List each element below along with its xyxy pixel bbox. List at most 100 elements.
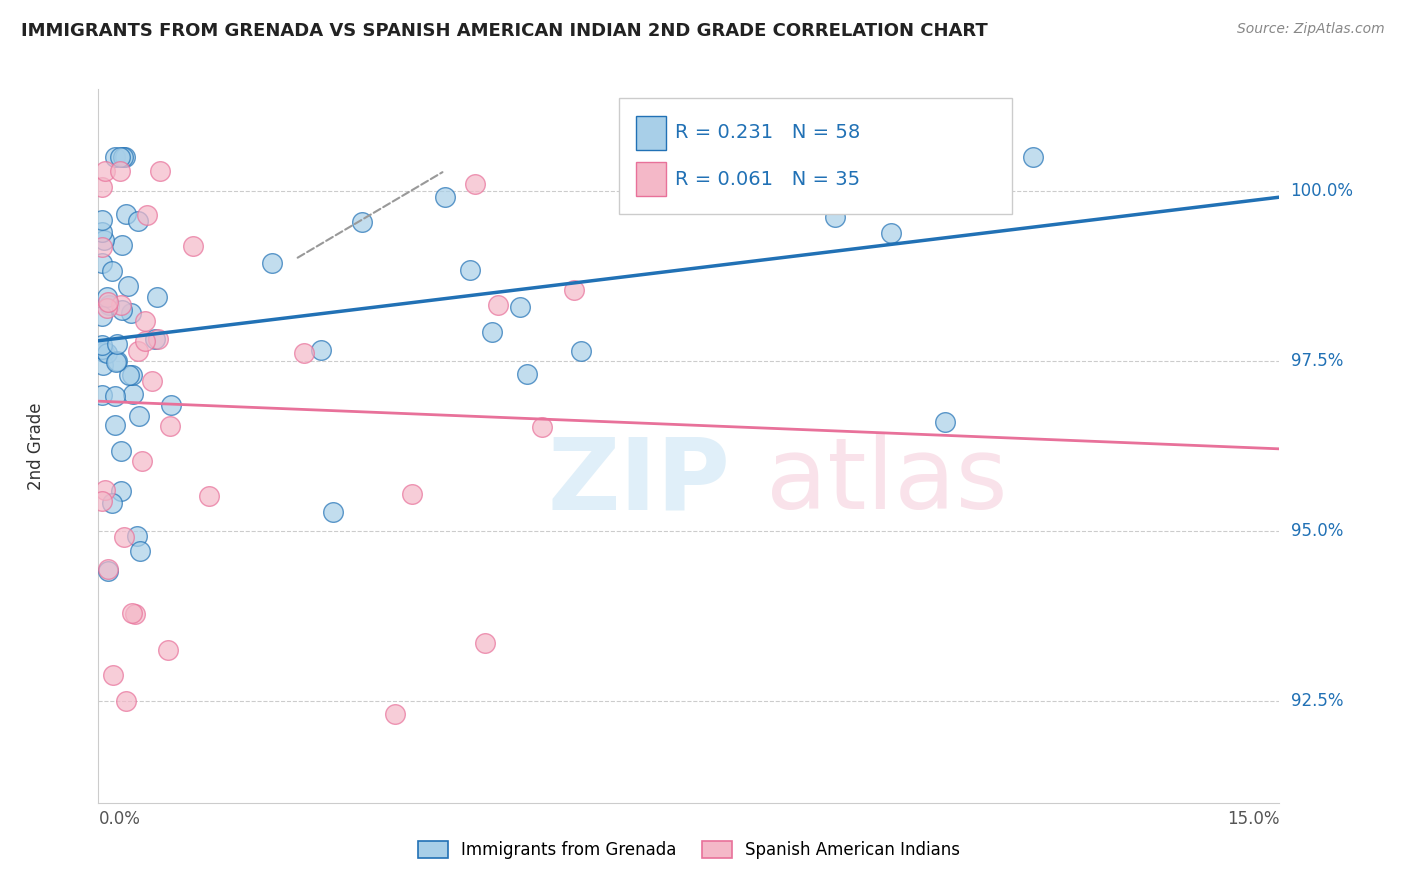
Point (134, 334, 156, 348)
Point (880, 226, 903, 240)
Point (117, 368, 139, 383)
Point (104, 388, 127, 402)
Point (352, 215, 374, 229)
Point (104, 417, 127, 432)
Point (93, 163, 115, 178)
Point (91, 342, 114, 356)
Point (121, 606, 143, 620)
Point (481, 325, 503, 339)
Point (458, 263, 481, 277)
Point (91, 358, 114, 372)
Point (569, 344, 592, 359)
Point (108, 163, 131, 178)
Text: 15.0%: 15.0% (1227, 810, 1279, 828)
Point (910, 150, 932, 164)
Point (114, 207, 136, 221)
Text: 92.5%: 92.5% (1291, 692, 1343, 710)
Point (96, 289, 118, 303)
Text: R = 0.231   N = 58: R = 0.231 N = 58 (675, 123, 860, 143)
Point (934, 415, 956, 429)
Point (111, 303, 134, 318)
Text: 100.0%: 100.0% (1291, 182, 1354, 200)
Point (97, 562, 120, 576)
Point (103, 667, 125, 681)
Point (562, 283, 585, 297)
Point (91, 180, 114, 194)
Point (159, 419, 181, 434)
Point (91, 338, 114, 352)
Point (121, 368, 143, 382)
Point (292, 346, 315, 360)
Point (105, 354, 128, 368)
Text: Source: ZipAtlas.com: Source: ZipAtlas.com (1237, 22, 1385, 37)
Point (486, 298, 509, 312)
Point (127, 343, 149, 358)
Point (91, 387, 114, 401)
Point (127, 213, 149, 227)
Text: 2nd Grade: 2nd Grade (27, 402, 45, 490)
Point (824, 210, 846, 224)
Point (91, 494, 114, 508)
Point (198, 489, 221, 503)
Text: 0.0%: 0.0% (98, 810, 141, 828)
Point (96, 564, 118, 578)
Point (131, 454, 153, 468)
Point (530, 419, 553, 434)
Point (125, 529, 148, 543)
Point (101, 264, 124, 278)
Text: R = 0.061   N = 35: R = 0.061 N = 35 (675, 169, 860, 189)
Point (141, 374, 163, 388)
Point (111, 238, 134, 252)
Point (97, 295, 120, 310)
Point (91, 310, 114, 324)
Point (94, 483, 117, 497)
Point (93, 345, 115, 359)
Point (104, 150, 127, 164)
Point (149, 163, 172, 178)
Point (110, 298, 132, 312)
Point (93, 233, 115, 247)
Point (129, 544, 152, 558)
Point (91, 212, 114, 227)
Text: IMMIGRANTS FROM GRENADA VS SPANISH AMERICAN INDIAN 2ND GRADE CORRELATION CHART: IMMIGRANTS FROM GRENADA VS SPANISH AMERI… (21, 22, 988, 40)
Point (108, 150, 131, 164)
Point (143, 332, 166, 346)
Point (120, 306, 142, 320)
Text: ZIP: ZIP (547, 434, 730, 530)
Text: 97.5%: 97.5% (1291, 352, 1343, 370)
Point (516, 368, 538, 382)
Point (1022, 150, 1045, 164)
Point (262, 255, 284, 269)
Point (101, 495, 124, 509)
Text: 95.0%: 95.0% (1291, 522, 1343, 540)
Point (104, 355, 127, 369)
Point (112, 530, 135, 544)
Point (160, 398, 183, 412)
Point (96, 345, 118, 359)
Point (433, 190, 456, 204)
Point (91, 240, 114, 254)
Point (124, 607, 146, 621)
Point (322, 505, 344, 519)
Text: atlas: atlas (766, 434, 1007, 530)
Point (157, 643, 180, 657)
Point (105, 337, 128, 351)
Point (91, 256, 114, 270)
Point (114, 150, 136, 164)
Point (509, 301, 531, 315)
Point (98, 298, 121, 312)
Point (474, 635, 496, 649)
Point (110, 443, 132, 458)
Point (135, 208, 157, 222)
Point (311, 343, 333, 357)
Legend: Immigrants from Grenada, Spanish American Indians: Immigrants from Grenada, Spanish America… (418, 840, 960, 859)
Point (122, 387, 145, 401)
Point (146, 290, 169, 304)
Point (464, 178, 486, 192)
Point (181, 239, 204, 253)
Point (91, 226, 114, 240)
Point (401, 486, 423, 500)
Point (110, 484, 132, 499)
Point (96, 301, 118, 315)
Point (384, 706, 406, 721)
